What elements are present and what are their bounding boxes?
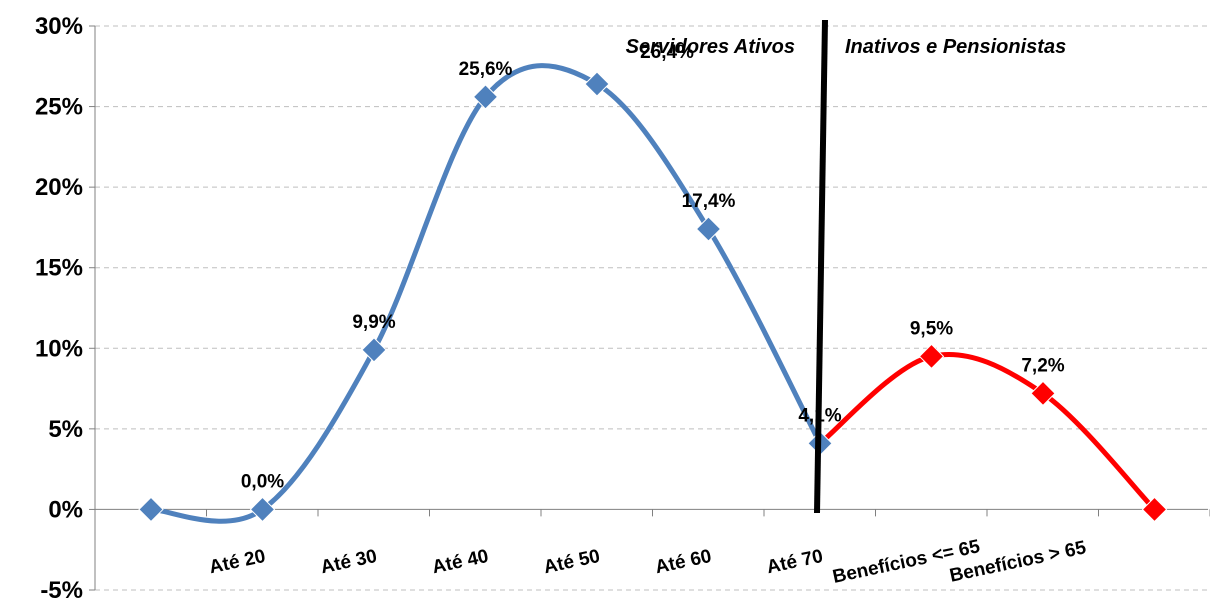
- x-tick-label: Até 70: [765, 546, 825, 578]
- x-tick-label: Até 20: [207, 546, 267, 578]
- data-point-marker: [1141, 496, 1168, 523]
- y-tick-label: 30%: [35, 13, 83, 40]
- data-point-marker: [361, 337, 387, 363]
- data-point-marker: [1030, 380, 1056, 407]
- data-label: 9,9%: [352, 312, 395, 333]
- data-label: 17,4%: [682, 191, 736, 212]
- data-point-marker: [249, 496, 276, 523]
- data-point-marker: [138, 496, 164, 523]
- data-label: 25,6%: [459, 59, 513, 80]
- y-axis: -5% 0% 5% 10% 15% 20% 25% 30%: [35, 13, 96, 598]
- y-tick-label: -5%: [40, 577, 83, 598]
- data-labels: 0,0%9,9%25,6%26,4%17,4%4,1%9,5%7,2%: [241, 42, 1065, 492]
- series-lines: [148, 63, 1157, 524]
- series-line: [817, 351, 1157, 512]
- series-line: [148, 63, 823, 524]
- gridlines: [95, 25, 1208, 591]
- x-tick-label: Até 50: [542, 546, 602, 578]
- x-tick-label: Até 30: [319, 546, 379, 578]
- region-label-inativos-pensionistas: Inativos e Pensionistas: [845, 36, 1066, 58]
- data-point-marker: [918, 343, 945, 370]
- x-axis: Até 20 Até 30 Até 40 Até 50 Até 60 Até 70 Bene…: [94, 508, 1210, 588]
- y-tick-label: 20%: [35, 174, 83, 201]
- region-label-servidores-ativos: Servidores Ativos: [626, 36, 795, 58]
- data-point-marker: [472, 84, 499, 110]
- y-tick-label: 25%: [35, 94, 83, 121]
- data-point-marker: [584, 71, 610, 97]
- data-point-marker: [695, 216, 722, 242]
- data-markers: [138, 71, 1168, 523]
- data-label: 0,0%: [241, 471, 284, 492]
- y-tick-label: 10%: [35, 335, 83, 362]
- data-label: 9,5%: [910, 318, 953, 339]
- x-tick-label: Até 60: [653, 546, 713, 578]
- y-tick-label: 15%: [35, 255, 83, 282]
- region-divider-line: [814, 19, 828, 514]
- data-label: 26,4%: [640, 42, 694, 63]
- y-tick-label: 0%: [48, 496, 83, 523]
- data-label: 7,2%: [1021, 355, 1064, 376]
- y-tick-label: 5%: [48, 416, 83, 443]
- x-tick-label: Até 40: [430, 546, 490, 578]
